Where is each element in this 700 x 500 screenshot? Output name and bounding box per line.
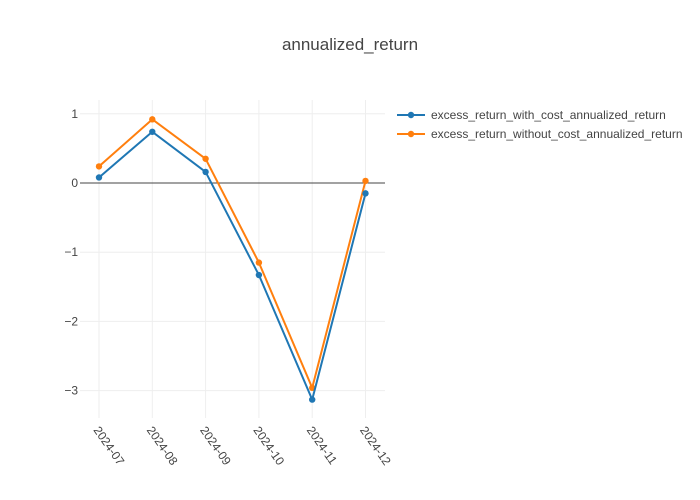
data-point [149,128,156,135]
legend-label: excess_return_with_cost_annualized_retur… [431,108,666,122]
y-tick-label: 0 [71,176,78,190]
series-line [98,130,367,401]
series-line [98,118,367,389]
data-point [309,396,316,403]
plot-area [95,116,369,403]
grid [80,100,385,418]
data-point [149,116,156,123]
data-point [255,259,263,266]
y-axis: 1 0 −1 −2 −3 [64,107,78,398]
data-point [95,174,103,181]
x-tick-label: 2024-07 [91,424,128,468]
y-tick-label: −2 [64,314,78,328]
y-tick-label: −3 [64,384,78,398]
data-point [95,163,103,170]
x-tick-label: 2024-12 [357,424,394,468]
x-tick-label: 2024-11 [304,424,340,468]
data-point [202,155,209,162]
y-tick-label: −1 [64,245,78,259]
legend-item[interactable]: excess_return_with_cost_annualized_retur… [397,108,666,122]
legend-label: excess_return_without_cost_annualized_re… [431,127,683,141]
legend[interactable]: excess_return_with_cost_annualized_retur… [397,108,683,141]
legend-marker-icon [407,130,415,138]
data-point [362,177,369,185]
data-point [255,271,263,279]
legend-item[interactable]: excess_return_without_cost_annualized_re… [397,127,683,141]
y-tick-label: 1 [71,107,78,121]
data-point [362,190,369,197]
legend-marker-icon [407,111,415,119]
x-tick-label: 2024-09 [197,424,234,468]
chart-title: annualized_return [282,35,418,54]
data-point [202,168,209,176]
x-tick-label: 2024-08 [144,424,181,468]
x-axis: 2024-07 2024-08 2024-09 2024-10 2024-11 2024-… [91,424,394,468]
x-tick-label: 2024-10 [250,424,287,468]
